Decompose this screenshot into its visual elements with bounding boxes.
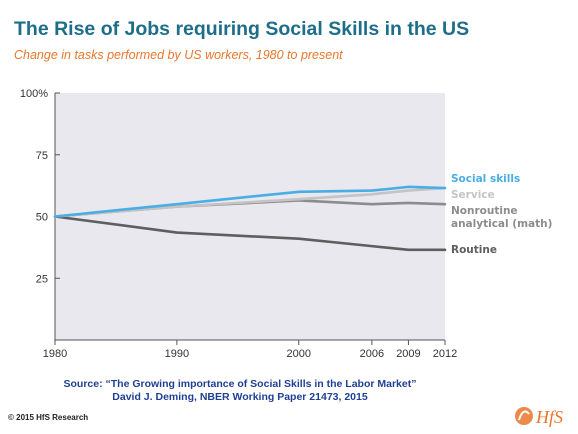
page-subtitle: Change in tasks performed by US workers,… [14,48,343,62]
series-line [53,215,447,252]
x-tick-label: 1990 [165,348,189,360]
page-title: The Rise of Jobs requiring Social Skills… [14,18,470,40]
source-line-2: David J. Deming, NBER Working Paper 2147… [112,391,368,403]
source-citation: Source: “The Growing importance of Socia… [0,378,480,404]
series-line [53,185,447,218]
x-tick-label: 2006 [360,348,384,360]
series-label: Service [451,189,495,201]
svg-text:HfS: HfS [535,407,563,427]
x-tick-label: 1980 [43,348,67,360]
series-labels: Social skills Service Nonroutine analytical… [451,173,552,256]
y-tick-label: 25 [36,273,48,285]
source-line-1: Source: “The Growing importance of Socia… [63,378,417,390]
x-tick-label: 2000 [287,348,311,360]
series-lines [53,185,447,252]
y-axis-ticks: 100% 75 50 25 [20,88,60,285]
y-tick-label: 100% [20,88,48,100]
hfs-logo-icon: HfS [515,407,563,427]
x-tick-label: 2012 [433,348,457,360]
copyright-notice: © 2015 HfS Research [8,413,89,422]
series-label: Nonroutine analytical (math) [451,205,552,230]
series-label: Social skills [451,173,520,185]
series-line [53,186,447,218]
y-tick-label: 50 [36,212,48,224]
plot-background [55,93,445,340]
x-tick-label: 2009 [396,348,420,360]
series-label: Routine [451,244,497,256]
x-axis-ticks: 1980 1990 2000 2006 2009 2012 [43,340,457,360]
y-tick-label: 75 [36,150,48,162]
